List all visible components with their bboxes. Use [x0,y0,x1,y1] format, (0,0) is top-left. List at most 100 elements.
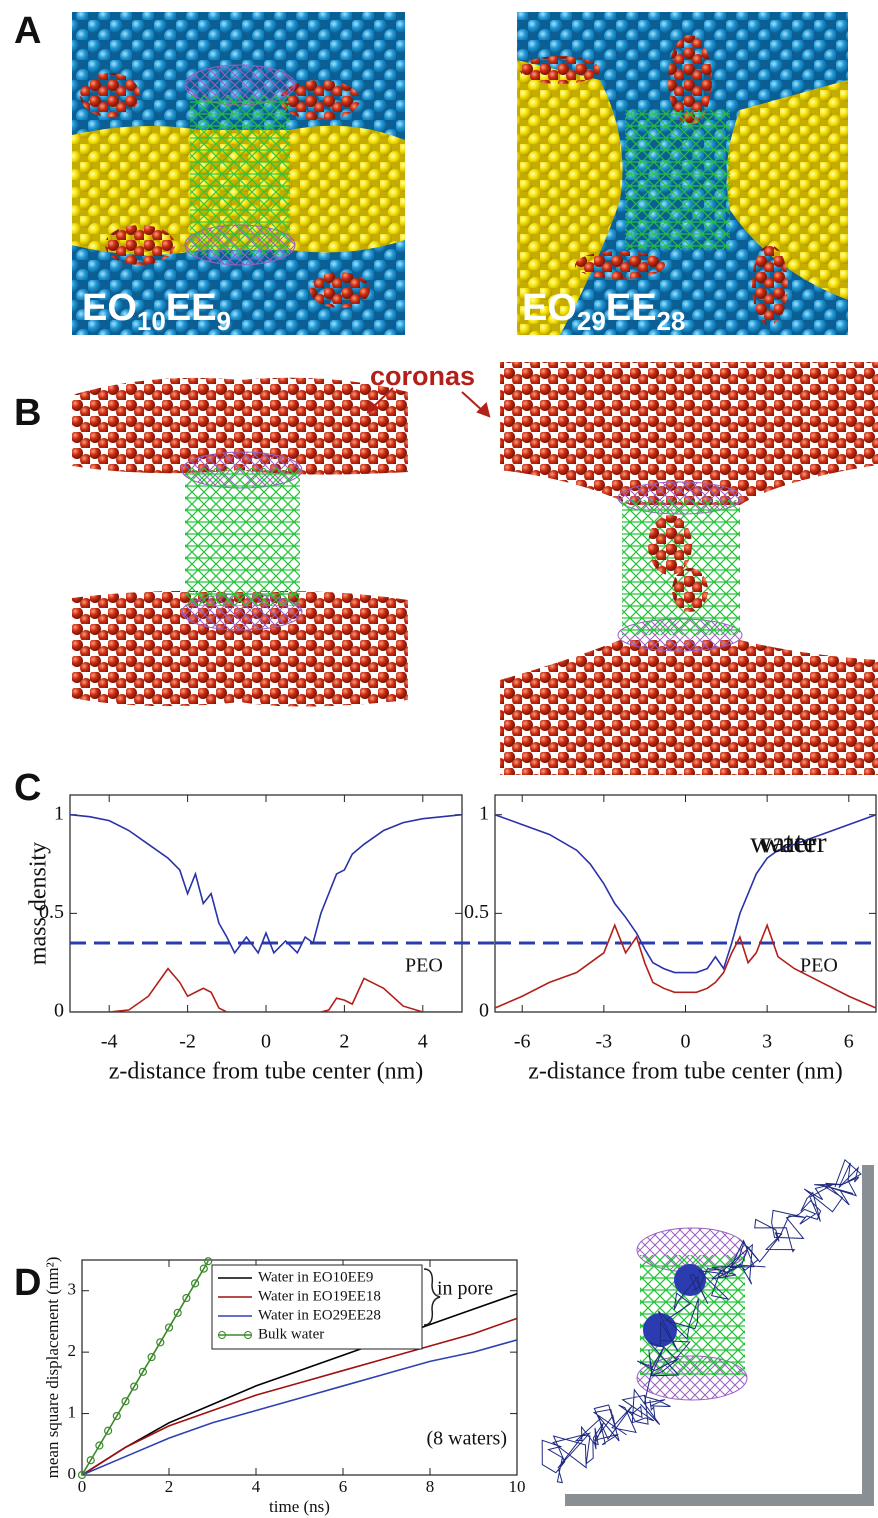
x-tick-label: -2 [179,1031,196,1053]
trajectory [636,1275,700,1407]
render-shape [648,515,692,575]
y-tick-label: 1 [54,802,64,824]
series-line [82,1339,517,1475]
marker [156,1338,165,1347]
x-tick-label: 2 [165,1477,174,1496]
marker [121,1397,130,1406]
x-tick-label: -4 [101,1031,118,1053]
caption-subscript: 10 [137,306,166,336]
x-tick-label: 0 [681,1031,691,1053]
trajectory [541,1388,661,1484]
series-line [82,1317,517,1475]
x-tick-label: 4 [252,1477,261,1496]
marker [164,1323,174,1332]
marker [204,1257,213,1266]
x-axis-label: z-distance from tube center (nm) [109,1059,424,1085]
x-tick-label: -6 [514,1031,531,1053]
annotation: (8 waters) [426,1428,507,1450]
x-tick-label: 10 [509,1477,526,1496]
x-tick-label: 6 [844,1031,854,1053]
marker [103,1426,113,1435]
x-tick-label: 4 [418,1031,428,1053]
render-shape [575,251,665,279]
series-label: water [760,826,827,859]
panel-label: B [14,392,41,434]
corona-arrows [366,387,491,418]
render-a-left [72,12,405,335]
annotation: in pore [437,1278,493,1300]
y-tick-label: 0.5 [39,901,64,923]
render-shape [672,568,708,612]
legend-label: Bulk water [258,1326,324,1342]
caption-subscript: 29 [577,306,606,336]
series-label: PEO [800,955,838,977]
render-shape [105,225,175,265]
caption: EO10EE9 [82,287,231,336]
render-shape [185,468,300,606]
render-shape [72,377,408,475]
render-shape [520,56,600,84]
marker [191,1279,200,1288]
render-shape [625,110,730,250]
x-axis-label: time (ns) [269,1497,330,1516]
series-line [70,967,462,1012]
marker [130,1382,139,1391]
marker [199,1264,208,1273]
render-shape [517,60,623,335]
caption-part: EO [82,287,137,329]
marker [173,1308,182,1317]
trajectory [689,1239,759,1305]
x-tick-label: 8 [426,1477,435,1496]
marker [112,1411,121,1421]
series-line [495,813,876,974]
y-tick-label: 0 [479,1000,489,1022]
plot-frame [81,1259,518,1476]
y-tick-label: 2 [68,1341,77,1360]
legend-label: Water in EO19EE18 [258,1288,381,1304]
series-line [82,1260,209,1475]
annotation: coronas [370,361,475,391]
plot-frame [69,794,463,1013]
x-tick-label: -3 [596,1031,613,1053]
legend-label: Water in EO10EE9 [258,1269,373,1285]
render-a-right [517,12,848,335]
x-tick-label: 3 [762,1031,772,1053]
marker [77,1470,87,1480]
render-shape [500,640,878,775]
marker [182,1293,191,1303]
marker [138,1367,147,1376]
render-shape [668,35,712,125]
series-line [70,813,462,955]
y-tick-label: 3 [68,1280,77,1299]
render-shape [476,402,491,418]
render-shape [80,73,140,117]
y-axis-label: mean square displacement (nm²) [43,1257,62,1479]
caption-part: EE [606,287,657,329]
caption-part: EO [522,287,577,329]
caption-subscript: 28 [657,306,686,336]
marker [147,1352,156,1362]
render-shape [500,362,878,505]
y-axis-label: mass density [26,842,52,965]
y-tick-label: 0 [68,1464,77,1483]
trajectory [741,1158,862,1268]
render-b-right [500,362,878,775]
panel-label: C [14,767,41,809]
render-shape [190,95,290,255]
caption-subscript: 9 [217,306,231,336]
y-tick-label: 1 [479,802,489,824]
x-tick-label: 2 [339,1031,349,1053]
render-b-left [72,377,408,707]
render-shape [366,400,381,414]
x-tick-label: 0 [261,1031,271,1053]
x-tick-label: 6 [339,1477,348,1496]
series-line [82,1293,517,1475]
brace [423,1268,441,1326]
render-shape [280,80,360,120]
render-shape [752,245,788,325]
render-shape [310,272,370,308]
series-line [495,922,876,1009]
panel-label: D [14,1262,41,1304]
